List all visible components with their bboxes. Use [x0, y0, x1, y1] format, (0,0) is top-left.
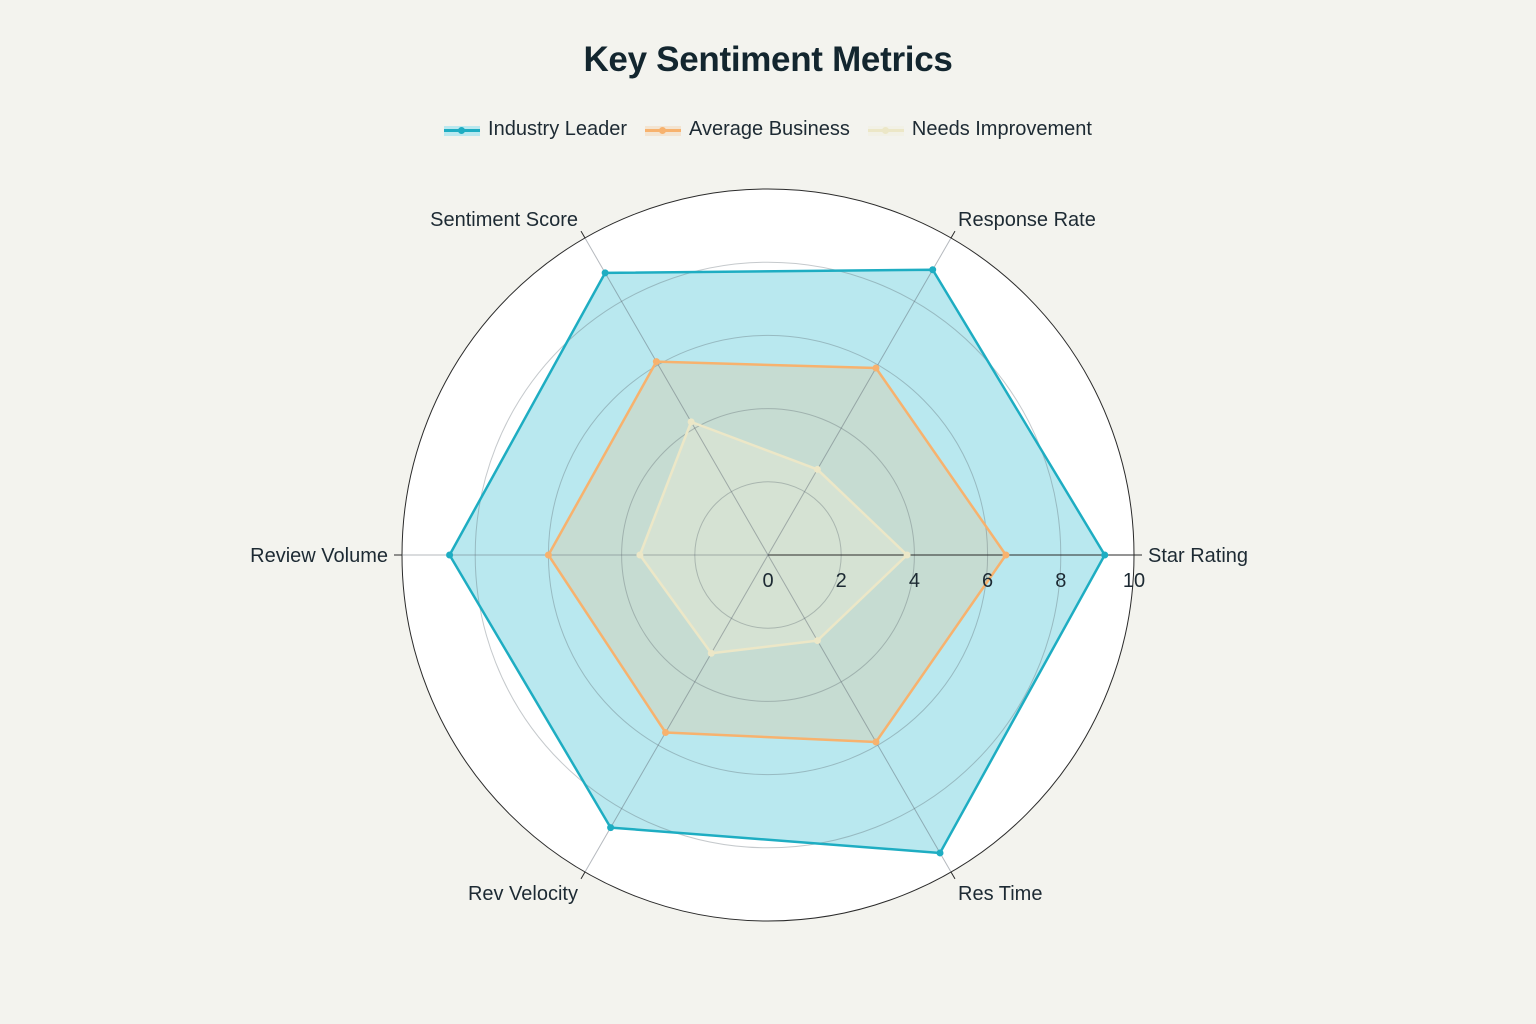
axis-label-0: Star Rating — [1148, 545, 1248, 567]
axis-label-4: Rev Velocity — [468, 883, 578, 905]
series-point-0-2 — [601, 269, 609, 277]
legend-item-2[interactable]: Needs Improvement — [867, 118, 1092, 141]
series-point-2-1 — [813, 465, 821, 473]
radial-tick-label-5: 10 — [1123, 570, 1145, 592]
legend-label-2: Needs Improvement — [911, 118, 1092, 140]
radial-tick-label-3: 6 — [982, 570, 993, 592]
radial-tick-label-4: 8 — [1055, 570, 1066, 592]
series-point-1-2 — [652, 358, 660, 366]
radial-tick-label-0: 0 — [762, 570, 773, 592]
axis-label-1: Response Rate — [958, 209, 1096, 231]
legend-item-0[interactable]: Industry Leader — [444, 118, 627, 141]
legend-item-1[interactable]: Average Business — [645, 118, 850, 141]
series-point-1-5 — [872, 738, 880, 746]
spoke-tick-5 — [950, 871, 956, 880]
series-point-2-5 — [813, 637, 821, 645]
radial-tick-label-1: 2 — [836, 570, 847, 592]
spoke-tick-4 — [580, 871, 586, 880]
series-point-2-3 — [636, 551, 644, 559]
series-point-2-2 — [687, 418, 695, 426]
spoke-tick-2 — [580, 230, 586, 239]
spoke-2 — [584, 237, 769, 556]
legend-swatch-2 — [867, 123, 904, 137]
series-point-0-3 — [446, 551, 454, 559]
series-area-0 — [449, 269, 1105, 853]
legend-label-1: Average Business — [689, 118, 850, 140]
series-point-1-4 — [662, 729, 670, 737]
spoke-1 — [767, 237, 952, 556]
axis-label-2: Sentiment Score — [430, 209, 578, 231]
series-point-2-0 — [903, 551, 911, 559]
series-point-1-3 — [544, 551, 552, 559]
legend-swatch-1 — [645, 123, 682, 137]
series-area-2 — [639, 421, 908, 654]
series-point-1-0 — [1002, 551, 1010, 559]
series-point-0-5 — [936, 849, 944, 857]
legend: Industry Leader Average Business Needs Imp… — [0, 118, 1536, 141]
series-point-2-4 — [707, 649, 715, 657]
series-point-0-4 — [607, 824, 615, 832]
spoke-tick-1 — [950, 230, 956, 239]
legend-swatch-0 — [444, 123, 481, 137]
series-area-1 — [548, 361, 1006, 743]
radial-tick-label-2: 4 — [909, 570, 920, 592]
axis-label-5: Res Time — [958, 883, 1042, 905]
spoke-5 — [767, 554, 952, 873]
series-point-1-1 — [872, 364, 880, 372]
series-point-0-0 — [1101, 551, 1109, 559]
axis-label-3: Review Volume — [250, 545, 388, 567]
legend-label-0: Industry Leader — [488, 118, 628, 140]
spoke-4 — [584, 554, 769, 873]
chart-title: Key Sentiment Metrics — [583, 40, 953, 79]
series-point-0-1 — [929, 266, 937, 274]
